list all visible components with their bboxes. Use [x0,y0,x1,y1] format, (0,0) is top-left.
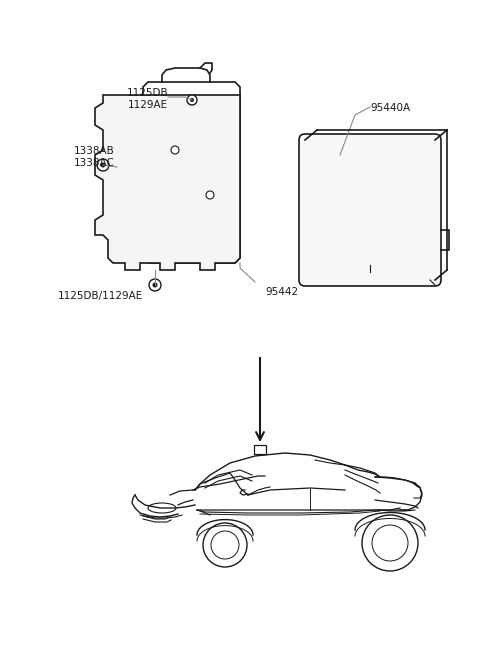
Text: 95442: 95442 [265,287,298,297]
Circle shape [149,279,161,291]
Circle shape [187,95,197,105]
Circle shape [153,283,157,288]
FancyBboxPatch shape [299,134,441,286]
Circle shape [206,191,214,199]
Text: 95440A: 95440A [370,103,410,113]
Text: 1338AB
1338AC: 1338AB 1338AC [74,147,115,168]
Text: 1125DB
1129AE: 1125DB 1129AE [126,88,168,110]
Circle shape [100,162,106,168]
Text: 1125DB/1129AE: 1125DB/1129AE [58,291,143,301]
Circle shape [190,98,194,102]
Bar [254,445,266,454]
Circle shape [97,159,109,171]
Circle shape [171,146,179,154]
Polygon shape [95,95,240,270]
